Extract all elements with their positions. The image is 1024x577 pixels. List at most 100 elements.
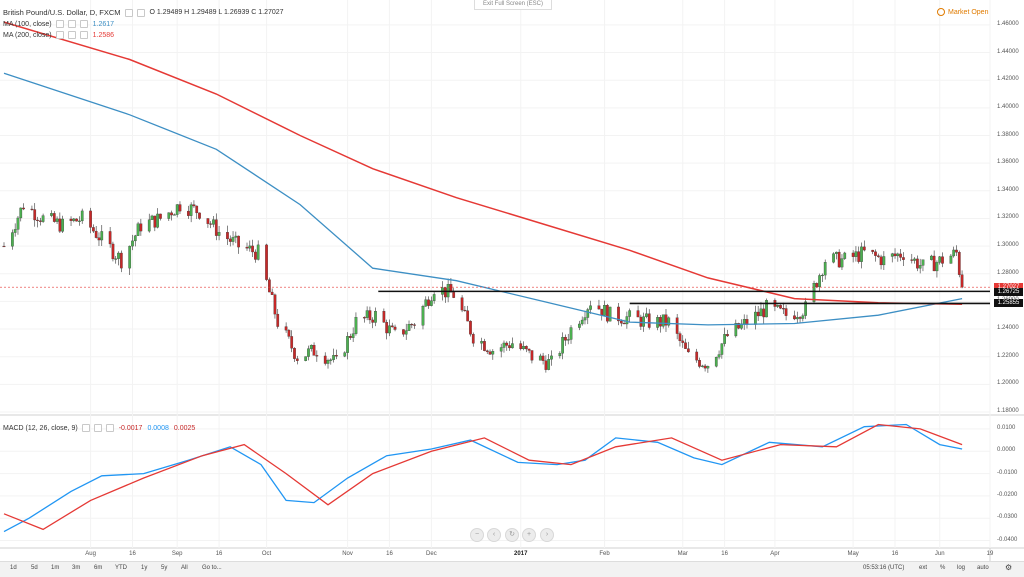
candle-body xyxy=(659,317,662,327)
zoom-out-button[interactable]: ‹ xyxy=(487,528,501,542)
candle-body xyxy=(156,213,159,228)
price-tick-label: 1.42000 xyxy=(997,76,1019,83)
ma100-close-button[interactable] xyxy=(79,20,88,28)
signal-line xyxy=(3,423,963,531)
candle-body xyxy=(893,253,897,257)
ma200-close-button[interactable] xyxy=(79,31,88,39)
candle-body xyxy=(323,355,327,364)
candle-body xyxy=(22,207,25,210)
candle-body xyxy=(11,232,14,247)
candle-body xyxy=(33,209,37,221)
candle-body xyxy=(480,341,483,344)
range-1y[interactable]: 1y xyxy=(141,565,148,571)
range-3m[interactable]: 3m xyxy=(72,565,81,571)
ma100-legend: MA (100, close) 1.2617 xyxy=(3,20,114,28)
candle-body xyxy=(432,294,436,301)
candle-body xyxy=(293,348,296,359)
candle-body xyxy=(561,336,564,354)
market-status[interactable]: Market Open xyxy=(937,8,988,16)
percent-button[interactable]: % xyxy=(940,565,946,571)
time-tick-label: 16 xyxy=(129,551,136,557)
range-all[interactable]: All xyxy=(181,565,188,571)
candle-body xyxy=(628,310,632,317)
zoom-in-button[interactable]: + xyxy=(522,528,536,542)
settings-gear-icon[interactable]: ⚙ xyxy=(1005,563,1013,572)
candle-body xyxy=(804,301,807,316)
candle-body xyxy=(837,251,841,268)
ma200-settings-button[interactable] xyxy=(67,31,76,39)
ma100-line xyxy=(3,72,963,326)
candle-body xyxy=(625,316,629,325)
utc-clock[interactable]: 05:53:16 (UTC) xyxy=(863,565,905,571)
candle-body xyxy=(583,317,587,321)
candle-body xyxy=(541,355,545,361)
candle-body xyxy=(505,342,509,346)
candle-body xyxy=(329,359,333,361)
range-1d[interactable]: 1d xyxy=(10,565,17,571)
candle-body xyxy=(309,344,313,349)
candle-body xyxy=(284,326,288,331)
candle-body xyxy=(742,319,746,324)
candle-body xyxy=(703,365,707,369)
goto-date-button[interactable]: Go to... xyxy=(202,565,222,571)
candle-body xyxy=(268,279,271,293)
candle-body xyxy=(681,340,685,343)
candle-body xyxy=(784,308,788,316)
candle-body xyxy=(781,308,785,310)
candle-body xyxy=(351,333,355,338)
range-5d[interactable]: 5d xyxy=(31,565,38,571)
price-badge: 1.25855 xyxy=(994,299,1023,308)
candle-body xyxy=(720,343,724,355)
candle-body xyxy=(857,251,861,262)
candle-body xyxy=(16,217,20,230)
time-tick-label: Feb xyxy=(599,551,610,557)
candle-body xyxy=(209,223,213,225)
candle-body xyxy=(393,326,397,330)
macd-label: MACD (12, 26, close, 9) xyxy=(3,424,78,432)
legend-eye-button[interactable] xyxy=(124,8,133,17)
scroll-left-button[interactable]: − xyxy=(470,528,484,542)
candle-body xyxy=(114,258,118,260)
scroll-right-button[interactable]: › xyxy=(540,528,554,542)
ma100-eye-button[interactable] xyxy=(55,20,64,28)
macd-tick-label: -0.0400 xyxy=(997,536,1018,543)
ext-button[interactable]: ext xyxy=(919,565,928,571)
legend-settings-button[interactable] xyxy=(136,8,145,17)
macd-tick-label: -0.0200 xyxy=(997,491,1018,498)
candle-body xyxy=(603,305,606,316)
candle-body xyxy=(100,231,104,241)
macd-settings-button[interactable] xyxy=(93,424,102,432)
price-tick-label: 1.38000 xyxy=(997,131,1019,138)
exit-fullscreen-button[interactable]: Exit Full Screen (ESC) xyxy=(474,0,552,10)
candle-body xyxy=(295,358,299,361)
macd-tick-label: 0.0100 xyxy=(997,424,1016,431)
macd-eye-button[interactable] xyxy=(81,424,90,432)
price-tick-label: 1.20000 xyxy=(997,380,1019,387)
ma100-settings-button[interactable] xyxy=(67,20,76,28)
range-1m[interactable]: 1m xyxy=(51,565,60,571)
candle-body xyxy=(402,329,405,335)
log-button[interactable]: log xyxy=(957,565,966,571)
candle-body xyxy=(365,310,369,318)
candle-body xyxy=(815,283,819,288)
candle-body xyxy=(460,297,464,311)
price-tick-label: 1.30000 xyxy=(997,242,1019,249)
macd-close-button[interactable] xyxy=(105,424,114,432)
candle-body xyxy=(578,323,581,328)
candle-body xyxy=(251,245,254,253)
auto-button[interactable]: auto xyxy=(977,565,989,571)
candle-body xyxy=(198,212,201,219)
candle-body xyxy=(737,323,740,329)
candle-body xyxy=(502,342,506,348)
candle-body xyxy=(538,355,542,361)
range-5y[interactable]: 5y xyxy=(161,565,168,571)
macd-value-3: 0.0025 xyxy=(173,424,196,432)
candle-body xyxy=(349,336,352,338)
candle-body xyxy=(488,351,492,355)
candle-body xyxy=(664,314,668,326)
ma200-eye-button[interactable] xyxy=(55,31,64,39)
range-6m[interactable]: 6m xyxy=(94,565,103,571)
range-ytd[interactable]: YTD xyxy=(115,565,127,571)
reset-chart-button[interactable]: ↻ xyxy=(505,528,519,542)
